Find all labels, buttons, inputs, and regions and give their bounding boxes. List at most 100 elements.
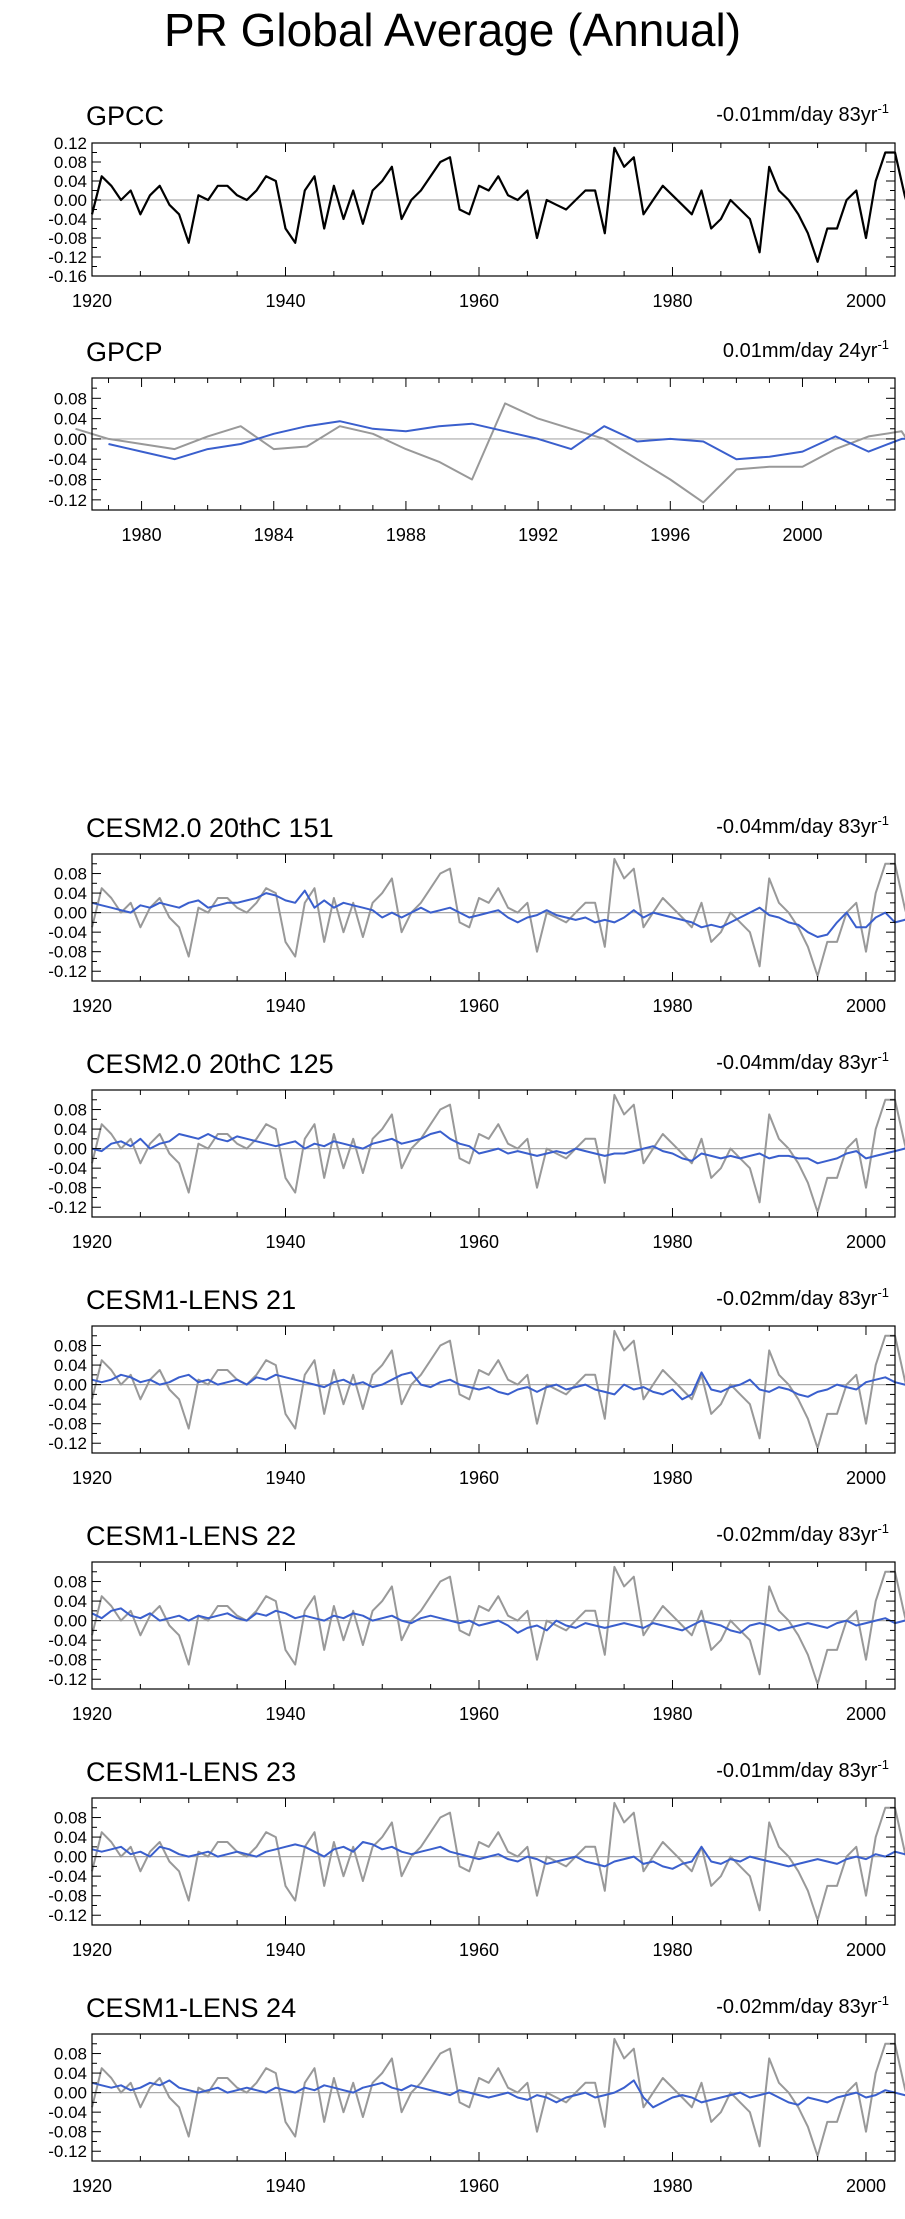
x-tick-label: 1960: [459, 996, 499, 1016]
y-tick-label: -0.04: [48, 450, 87, 469]
y-tick-label: -0.08: [48, 229, 87, 248]
y-tick-label: -0.16: [48, 267, 87, 286]
y-tick-label: 0.00: [54, 1140, 87, 1159]
y-tick-label: -0.04: [48, 1867, 87, 1886]
y-tick-label: 0.00: [54, 191, 87, 210]
y-tick-label: 0.00: [54, 1848, 87, 1867]
x-tick-label: 1980: [652, 1704, 692, 1724]
series-line-1: [90, 146, 905, 263]
y-tick-label: -0.04: [48, 1159, 87, 1178]
trend-label: -0.01mm/day 83yr-1: [716, 101, 889, 126]
y-tick-label: -0.12: [48, 2142, 87, 2161]
series-line-2: [91, 1841, 905, 1870]
series-line-1: [91, 2037, 905, 2158]
x-tick-label: 1920: [72, 1232, 112, 1252]
series-line-1: [75, 402, 905, 504]
x-tick-label: 1960: [459, 1704, 499, 1724]
y-tick-label: -0.08: [48, 1179, 87, 1198]
x-tick-label: 1980: [652, 291, 692, 311]
y-tick-label: -0.04: [48, 210, 87, 229]
y-tick-label: 0.08: [54, 865, 87, 884]
series-line-2: [91, 1607, 905, 1634]
chart-4: 0.080.040.00-0.04-0.08-0.12 1920 1940 1960 1…: [48, 1049, 905, 1252]
y-tick-label: -0.12: [48, 248, 87, 267]
y-tick-label: 0.08: [54, 153, 87, 172]
y-tick-label: 0.04: [54, 410, 87, 429]
x-tick-label: 1920: [72, 996, 112, 1016]
trend-label: -0.04mm/day 83yr-1: [716, 1049, 889, 1074]
y-tick-label: 0.00: [54, 904, 87, 923]
y-tick-label: 0.08: [54, 1809, 87, 1828]
plot-frame: [91, 377, 896, 511]
x-tick-label: 1920: [72, 1940, 112, 1960]
chart-title: CESM2.0 20thC 125: [86, 1049, 334, 1079]
y-tick-label: -0.12: [48, 962, 87, 981]
x-tick-label: 1980: [652, 1232, 692, 1252]
trend-label: -0.04mm/day 83yr-1: [716, 813, 889, 838]
figure-title: PR Global Average (Annual): [163, 4, 742, 56]
trend-label: -0.01mm/day 83yr-1: [716, 1757, 889, 1782]
y-tick-label: 0.04: [54, 1356, 87, 1375]
y-tick-label: 0.12: [54, 134, 87, 153]
x-tick-label: 1960: [459, 1468, 499, 1488]
x-tick-label: 1940: [265, 1940, 305, 1960]
chart-5: 0.080.040.00-0.04-0.08-0.12 1920 1940 1960 1…: [48, 1285, 905, 1488]
chart-title: CESM2.0 20thC 151: [86, 813, 334, 843]
series-line-1: [91, 1801, 905, 1922]
trend-label: -0.02mm/day 83yr-1: [716, 1993, 889, 2018]
series-line-1: [91, 1093, 905, 1214]
x-tick-label: 1920: [72, 291, 112, 311]
chart-7: 0.080.040.00-0.04-0.08-0.12 1920 1940 1960 1…: [48, 1757, 905, 1960]
trend-label: 0.01mm/day 24yr-1: [723, 337, 889, 362]
series-line-1: [91, 857, 905, 978]
y-tick-label: 0.08: [54, 1101, 87, 1120]
y-tick-label: 0.04: [54, 1592, 87, 1611]
y-tick-label: -0.08: [48, 943, 87, 962]
x-tick-label: 1920: [72, 2176, 112, 2196]
x-tick-label: 1988: [386, 525, 426, 545]
x-tick-label: 2000: [846, 1232, 886, 1252]
plot-frame: [91, 1561, 896, 1690]
x-tick-label: 1992: [518, 525, 558, 545]
x-tick-label: 1984: [254, 525, 294, 545]
series-line-1: [91, 1329, 905, 1450]
plot-frame: [91, 1089, 896, 1218]
chart-title: GPCC: [86, 101, 164, 131]
chart-title: CESM1-LENS 23: [86, 1757, 296, 1787]
x-tick-label: 2000: [846, 1940, 886, 1960]
x-tick-label: 1980: [652, 996, 692, 1016]
y-tick-label: -0.04: [48, 923, 87, 942]
x-tick-label: 1920: [72, 1468, 112, 1488]
y-tick-label: 0.04: [54, 884, 87, 903]
x-tick-label: 1920: [72, 1704, 112, 1724]
y-tick-label: 0.04: [54, 172, 87, 191]
x-tick-label: 1940: [265, 1232, 305, 1252]
x-tick-label: 1940: [265, 996, 305, 1016]
chart-title: CESM1-LENS 22: [86, 1521, 296, 1551]
y-tick-label: -0.12: [48, 1434, 87, 1453]
y-tick-label: 0.08: [54, 389, 87, 408]
series-line-2: [108, 420, 905, 461]
plot-frame: [91, 2033, 896, 2162]
chart-1: 0.120.080.040.00-0.04-0.08-0.12-0.16 1920…: [48, 101, 905, 311]
chart-title: GPCP: [86, 337, 163, 367]
y-tick-label: -0.08: [48, 1887, 87, 1906]
y-tick-label: -0.04: [48, 1631, 87, 1650]
y-tick-label: -0.08: [48, 2123, 87, 2142]
chart-title: CESM1-LENS 21: [86, 1285, 296, 1315]
plot-frame: [91, 853, 896, 982]
y-tick-label: 0.00: [54, 1376, 87, 1395]
y-tick-label: -0.08: [48, 1651, 87, 1670]
x-tick-label: 1996: [650, 525, 690, 545]
chart-8: 0.080.040.00-0.04-0.08-0.12 1920 1940 1960 1…: [48, 1993, 905, 2196]
series-line-2: [91, 889, 905, 938]
y-tick-label: 0.08: [54, 2045, 87, 2064]
y-tick-label: 0.04: [54, 1828, 87, 1847]
y-tick-label: -0.12: [48, 1670, 87, 1689]
chart-6: 0.080.040.00-0.04-0.08-0.12 1920 1940 1960 1…: [48, 1521, 905, 1724]
y-tick-label: -0.12: [48, 1198, 87, 1217]
x-tick-label: 1980: [122, 525, 162, 545]
y-tick-label: -0.08: [48, 1415, 87, 1434]
chart-3: 0.080.040.00-0.04-0.08-0.12 1920 1940 1960 1…: [48, 813, 905, 1016]
